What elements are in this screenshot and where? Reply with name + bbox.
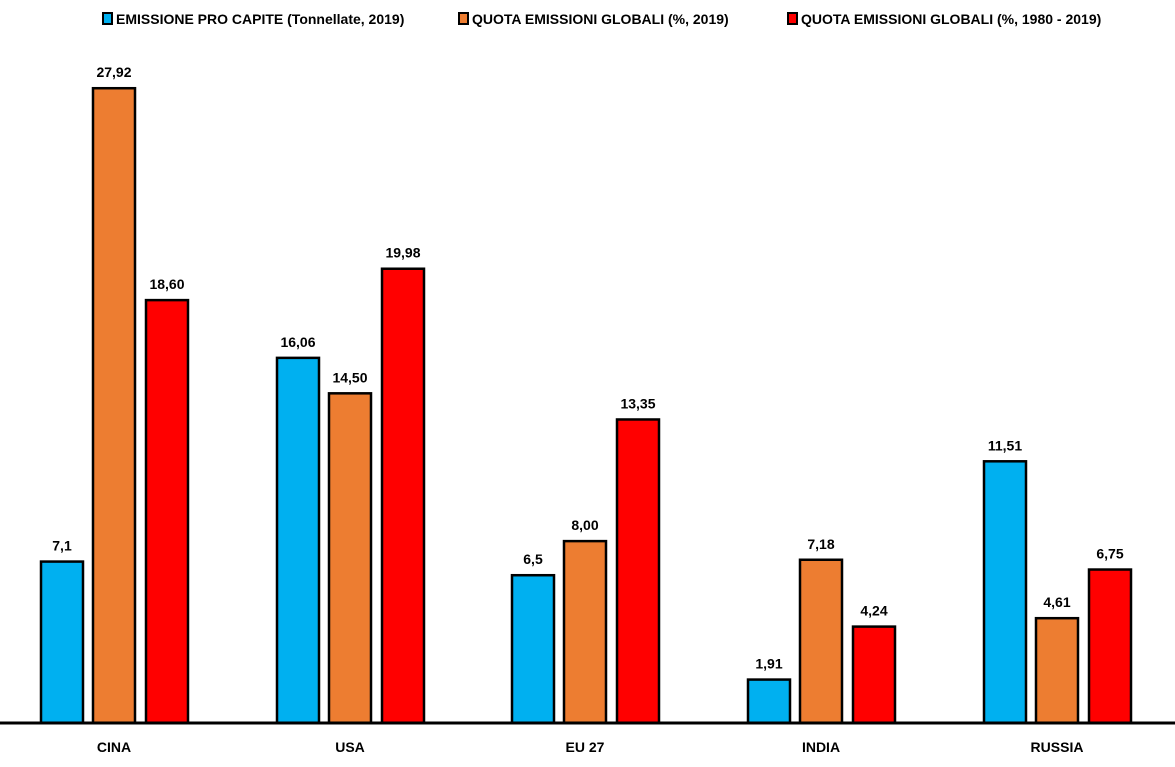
category-label: EU 27 <box>566 739 605 755</box>
bar <box>144 298 190 725</box>
data-label: 19,98 <box>385 245 420 261</box>
bar <box>1087 568 1133 725</box>
bar <box>798 558 844 725</box>
legend-swatch <box>102 12 113 25</box>
bars: 7,1 27,92 18,60 16,06 14,50 19,98 6,5 8,00 13,35… <box>39 64 1133 725</box>
data-label: 16,06 <box>280 334 315 350</box>
category-label: CINA <box>97 739 131 755</box>
legend: EMISSIONE PRO CAPITE (Tonnellate, 2019) … <box>102 11 1101 27</box>
bar <box>380 267 426 725</box>
data-label: 27,92 <box>96 64 131 80</box>
legend-label: QUOTA EMISSIONI GLOBALI (%, 1980 - 2019) <box>801 11 1101 27</box>
bar <box>327 392 373 725</box>
x-axis-labels: CINA USA EU 27 INDIA RUSSIA <box>97 739 1084 755</box>
category-label: RUSSIA <box>1031 739 1084 755</box>
data-label: 6,75 <box>1096 546 1123 562</box>
legend-item-per-capita: EMISSIONE PRO CAPITE (Tonnellate, 2019) <box>102 11 404 27</box>
category-label: INDIA <box>802 739 840 755</box>
data-label: 18,60 <box>149 276 184 292</box>
data-label: 7,18 <box>807 536 834 552</box>
bar <box>1034 616 1080 725</box>
data-label: 1,91 <box>755 656 782 672</box>
category-label: USA <box>335 739 365 755</box>
bar <box>851 625 897 725</box>
legend-item-global-share-1980-2019: QUOTA EMISSIONI GLOBALI (%, 1980 - 2019) <box>787 11 1101 27</box>
bar <box>562 539 608 725</box>
data-label: 4,61 <box>1043 594 1070 610</box>
data-label: 11,51 <box>988 437 1022 453</box>
legend-swatch <box>458 12 469 25</box>
data-label: 8,00 <box>571 517 598 533</box>
data-label: 13,35 <box>620 395 655 411</box>
bar <box>746 678 792 725</box>
data-label: 4,24 <box>860 603 887 619</box>
data-label: 6,5 <box>523 551 543 567</box>
bar <box>982 460 1028 725</box>
legend-swatch <box>787 12 798 25</box>
bar <box>275 356 321 725</box>
bar <box>510 573 556 725</box>
bar <box>91 86 137 725</box>
bar <box>615 418 661 725</box>
bar <box>39 560 85 725</box>
legend-label: EMISSIONE PRO CAPITE (Tonnellate, 2019) <box>116 11 404 27</box>
legend-item-global-share-2019: QUOTA EMISSIONI GLOBALI (%, 2019) <box>458 11 729 27</box>
legend-label: QUOTA EMISSIONI GLOBALI (%, 2019) <box>472 11 729 27</box>
data-label: 7,1 <box>52 538 72 554</box>
data-label: 14,50 <box>332 369 367 385</box>
